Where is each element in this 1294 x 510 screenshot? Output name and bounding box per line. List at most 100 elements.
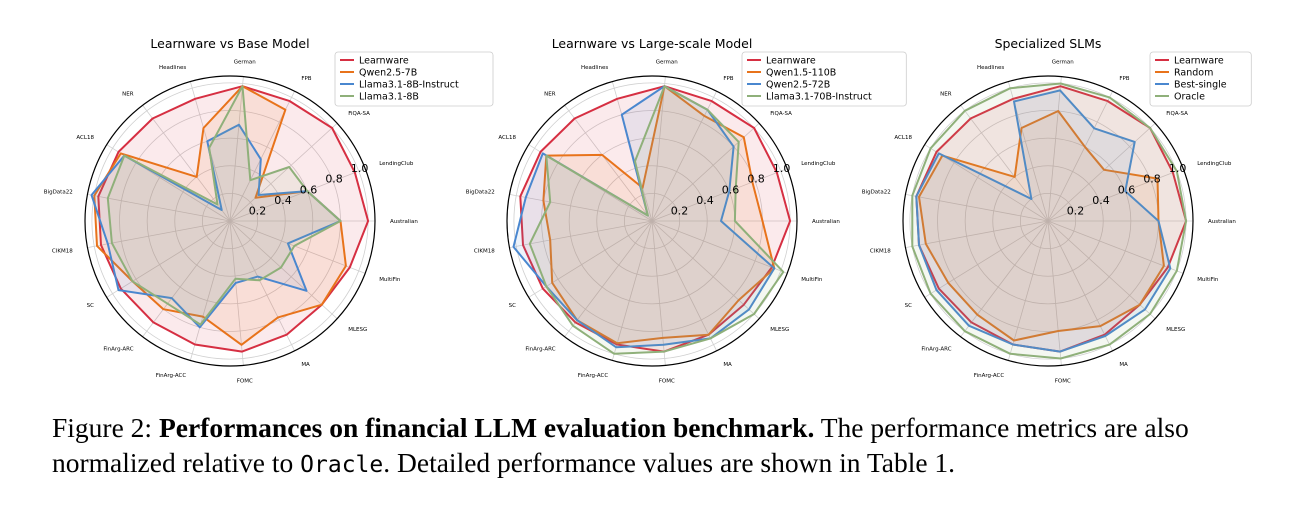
category-label: FPB xyxy=(723,76,733,82)
category-label: FinArg-ACC xyxy=(578,373,609,379)
grid-spoke xyxy=(1047,220,1184,274)
category-label: FiQA-SA xyxy=(1166,111,1188,117)
legend-label: Qwen1.5-110B xyxy=(766,68,836,79)
legend-label: Llama3.1-70B-Instruct xyxy=(766,92,872,103)
series-2-polygon xyxy=(542,85,776,345)
radial-tick-label: 1.0 xyxy=(1169,162,1187,175)
grid-spoke xyxy=(142,105,231,222)
category-label: MA xyxy=(723,362,732,368)
grid-spoke xyxy=(960,220,1049,337)
category-label: ACL18 xyxy=(498,135,516,141)
grid-spoke xyxy=(651,123,760,222)
radial-tick-label: 0.8 xyxy=(747,173,765,186)
caption-text-2: . Detailed performance values are shown … xyxy=(383,447,956,478)
legend-box xyxy=(741,51,907,107)
category-label: Headlines xyxy=(581,65,608,71)
category-label: MultiFin xyxy=(801,277,823,283)
chart-title: Specialized SLMs xyxy=(995,36,1102,51)
grid-spoke xyxy=(1047,91,1113,222)
category-label: FinArg-ACC xyxy=(156,373,187,379)
grid-spoke xyxy=(1047,220,1113,351)
category-label: CIKM18 xyxy=(870,248,891,254)
category-label: SC xyxy=(905,303,912,309)
radial-tick-label: 0.8 xyxy=(1143,173,1161,186)
category-label: FiQA-SA xyxy=(348,111,370,117)
category-label: SC xyxy=(87,303,94,309)
grid-spoke xyxy=(1047,220,1062,366)
radial-tick-label: 1.0 xyxy=(773,162,791,175)
radar-charts-figure: Learnware vs Base Model 0.2 0.4 0.6 0.8 1.0 Au… xyxy=(44,36,1252,384)
category-label: FOMC xyxy=(659,378,675,384)
figure-caption: Figure 2: Performances on financial LLM … xyxy=(52,410,1252,483)
radial-tick-label: 0.6 xyxy=(1118,183,1136,196)
chart-title: Learnware vs Large-scale Model xyxy=(552,36,753,51)
legend-label: Llama3.1-8B xyxy=(359,92,419,103)
grid-spoke xyxy=(189,220,231,361)
category-label: NER xyxy=(544,91,556,97)
grid-spoke xyxy=(611,220,653,361)
grid-spoke xyxy=(1007,220,1049,361)
grid-spoke xyxy=(229,220,338,319)
radial-tick-label: 0.4 xyxy=(696,194,714,207)
grid-spoke xyxy=(229,123,338,222)
legend-label: Oracle xyxy=(1174,92,1205,103)
grid-spoke xyxy=(960,105,1049,222)
grid-spoke xyxy=(924,220,1049,298)
grid-spoke xyxy=(651,220,666,366)
category-label: FPB xyxy=(301,76,311,82)
category-label: FinArg-ACC xyxy=(974,373,1005,379)
category-label: FPB xyxy=(1119,76,1129,82)
chart-title: Learnware vs Base Model xyxy=(150,36,309,51)
legend-box xyxy=(1149,51,1252,107)
grid-spoke xyxy=(651,220,788,274)
category-label: MLESG xyxy=(348,327,367,333)
radial-tick-label: 0.4 xyxy=(1092,194,1110,207)
grid-spoke xyxy=(651,168,788,222)
category-label: FOMC xyxy=(1055,378,1071,384)
category-label: NER xyxy=(940,91,952,97)
series-3-polygon xyxy=(90,123,342,329)
legend-label: Learnware xyxy=(1174,56,1224,67)
radial-tick-label: 0.4 xyxy=(274,194,292,207)
category-label: FinArg-ARC xyxy=(103,347,133,353)
series-3-polygon xyxy=(915,89,1172,353)
grid-spoke xyxy=(564,220,653,337)
radial-tick-label: 0.6 xyxy=(722,183,740,196)
legend-label: Qwen2.5-7B xyxy=(359,68,417,79)
grid-spoke xyxy=(651,220,717,351)
caption-code: Oracle xyxy=(300,452,384,478)
legend-box xyxy=(334,51,494,107)
grid-spoke xyxy=(229,220,295,351)
grid-spoke xyxy=(142,220,231,337)
series-4-polygon xyxy=(911,82,1188,360)
category-label: German xyxy=(656,60,679,66)
grid-spoke xyxy=(87,193,231,222)
polar-frame xyxy=(506,75,798,367)
category-label: MLESG xyxy=(1166,327,1185,333)
radial-tick-label: 0.2 xyxy=(249,204,267,217)
radial-tick-label: 0.2 xyxy=(671,204,689,217)
category-label: Headlines xyxy=(159,65,186,71)
category-label: BigData22 xyxy=(862,190,891,196)
category-label: ACL18 xyxy=(894,135,912,141)
caption-text-1: The performance metrics are also normali… xyxy=(52,412,1189,478)
grid-spoke xyxy=(905,193,1049,222)
category-label: Australian xyxy=(390,219,418,225)
grid-spoke xyxy=(651,76,666,222)
caption-bold-title: Performances on financial LLM evaluation… xyxy=(158,412,815,443)
series-1-polygon xyxy=(519,85,792,353)
category-label: MultiFin xyxy=(1197,277,1219,283)
category-label: BigData22 xyxy=(466,190,495,196)
series-2-polygon xyxy=(93,85,347,346)
category-label: German xyxy=(234,60,257,66)
category-label: SC xyxy=(509,303,516,309)
figure: Learnware vs Base Model 0.2 0.4 0.6 0.8 1.0 Au… xyxy=(44,36,1252,384)
category-label: FOMC xyxy=(237,378,253,384)
category-label: MA xyxy=(1119,362,1128,368)
grid-spoke xyxy=(651,91,717,222)
grid-spoke xyxy=(1047,168,1184,222)
radial-tick-label: 0.6 xyxy=(300,183,318,196)
category-label: LendingClub xyxy=(801,161,836,167)
category-label: FinArg-ARC xyxy=(921,347,951,353)
legend-label: Best-single xyxy=(1174,80,1227,91)
